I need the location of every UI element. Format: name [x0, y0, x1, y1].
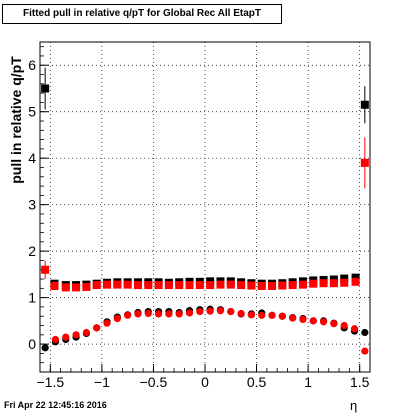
x-tick-label: 0.5 [247, 374, 267, 390]
data-point [227, 307, 235, 316]
data-point [72, 331, 80, 339]
data-point [309, 279, 318, 288]
data-point [340, 278, 349, 287]
x-tick-label: 1.5 [350, 374, 370, 390]
data-point [124, 311, 132, 319]
data-point [247, 311, 256, 319]
data-point [298, 280, 307, 289]
data-point [41, 265, 50, 274]
x-tick-label: −0.5 [140, 374, 168, 390]
x-tick-label: −1 [94, 374, 110, 390]
data-point [237, 281, 246, 290]
data-point [154, 310, 163, 318]
data-point [144, 281, 153, 290]
data-point [206, 281, 215, 290]
data-point [164, 281, 173, 290]
y-tick-label: 3 [28, 197, 36, 213]
data-point [257, 282, 266, 291]
data-point [92, 281, 101, 290]
data-point [62, 333, 70, 341]
data-point [319, 279, 328, 288]
plot-frame [39, 41, 371, 373]
data-point [72, 283, 81, 292]
data-point [226, 280, 235, 289]
data-point [185, 281, 194, 290]
data-point [351, 273, 360, 282]
data-point [61, 283, 70, 292]
data-point [258, 311, 266, 319]
data-point [123, 280, 132, 289]
data-point [360, 100, 369, 109]
data-point [196, 307, 204, 316]
data-point [154, 281, 163, 290]
data-point [350, 325, 359, 333]
data-point [185, 309, 194, 317]
y-tick-label: 5 [28, 104, 36, 120]
timestamp: Fri Apr 22 12:45:16 2016 [4, 400, 107, 410]
data-point [216, 280, 225, 289]
data-point [237, 309, 245, 318]
data-point [41, 84, 50, 93]
x-axis-label: η [350, 398, 358, 413]
data-point [50, 282, 59, 291]
y-tick-label: 1 [28, 290, 36, 306]
data-point [289, 314, 297, 322]
data-point [133, 281, 142, 290]
data-point [299, 315, 307, 324]
data-point [41, 344, 49, 352]
data-point [288, 281, 297, 290]
data-point [361, 328, 369, 337]
data-point [278, 281, 287, 290]
data-point [268, 311, 276, 319]
data-point [361, 347, 369, 355]
data-point [93, 324, 101, 332]
x-tick-label: 1 [304, 374, 312, 390]
y-tick-label: 6 [28, 57, 36, 73]
y-tick-label: 0 [28, 336, 36, 352]
data-point [134, 310, 142, 318]
y-tick-label: 2 [28, 243, 36, 259]
data-point [319, 318, 328, 326]
data-point [175, 310, 183, 318]
data-point [268, 282, 277, 291]
data-point [82, 328, 91, 337]
data-point [51, 335, 60, 344]
data-point [195, 281, 204, 290]
data-point [247, 281, 256, 290]
y-axis-label: pull in relative q/pT [8, 56, 24, 184]
data-point [216, 307, 225, 315]
y-tick-label: 4 [28, 150, 36, 166]
data-point [144, 309, 152, 318]
data-point [113, 280, 122, 289]
data-point [309, 317, 317, 325]
data-point [329, 279, 338, 288]
data-point [351, 277, 360, 286]
x-tick-label: −1.5 [36, 374, 64, 390]
data-point [175, 281, 184, 290]
data-point [103, 280, 112, 289]
chart-title: Fitted pull in relative q/pT for Global … [2, 4, 282, 24]
data-point [165, 310, 173, 318]
data-point [340, 321, 348, 330]
data-point [113, 314, 121, 323]
data-point [206, 307, 214, 315]
data-point [278, 312, 286, 320]
data-point [360, 158, 369, 167]
data-point [330, 320, 338, 328]
data-point [340, 274, 349, 283]
x-tick-label: 0 [201, 374, 209, 390]
data-point [82, 282, 91, 291]
data-point [103, 319, 111, 327]
